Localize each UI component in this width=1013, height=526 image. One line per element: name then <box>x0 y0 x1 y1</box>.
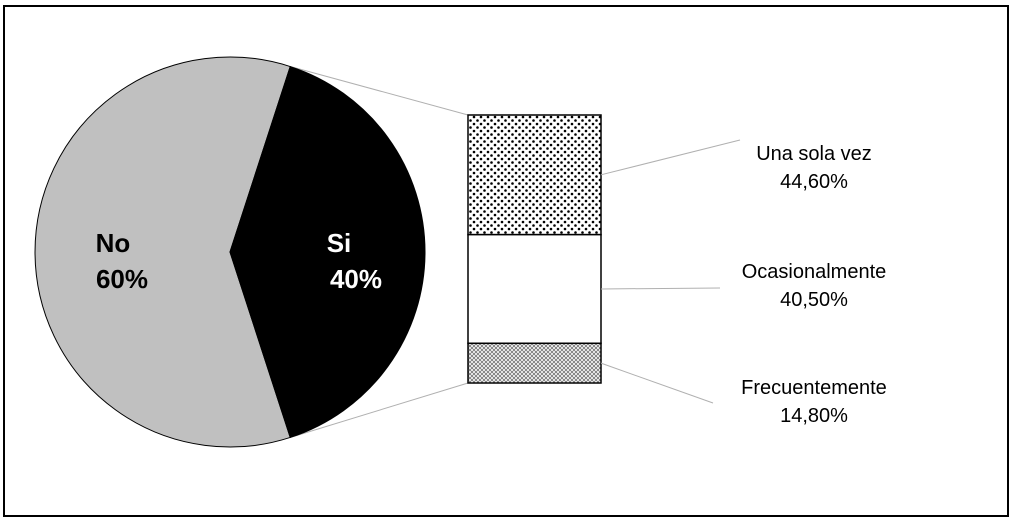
bar-segment-una-sola-vez <box>467 114 602 236</box>
bar-leader-lines <box>600 139 741 404</box>
leader-line-ocasionalmente <box>600 287 721 290</box>
bar-segment-ocasionalmente <box>467 233 602 345</box>
pie <box>34 56 426 448</box>
pie-slice-si <box>229 65 426 439</box>
connector-line-bottom <box>290 382 469 438</box>
bar-segment-value-frecuentemente: 14,80% <box>780 405 848 427</box>
pie-slice-value-no: 60% <box>96 264 148 294</box>
stacked-bar <box>467 114 602 384</box>
pie-slice-no <box>34 56 291 448</box>
leader-line-frecuentemente <box>600 362 714 404</box>
bar-segment-value-ocasionalmente: 40,50% <box>780 289 848 311</box>
pie-slice-label-no: No <box>96 228 131 258</box>
bar-segment-label-una-sola-vez: Una sola vez <box>756 143 872 165</box>
pie-slice-label-si: Si <box>327 228 352 258</box>
connector-line-top <box>290 66 469 116</box>
leader-line-una-sola-vez <box>600 139 741 176</box>
connector-lines <box>290 66 469 438</box>
bar-segment-value-una-sola-vez: 44,60% <box>780 171 848 193</box>
bar-segment-label-frecuentemente: Frecuentemente <box>741 377 887 399</box>
bar-segment-label-ocasionalmente: Ocasionalmente <box>742 261 887 283</box>
bar-segment-frecuentemente <box>467 342 602 384</box>
pie-slice-value-si: 40% <box>330 264 382 294</box>
